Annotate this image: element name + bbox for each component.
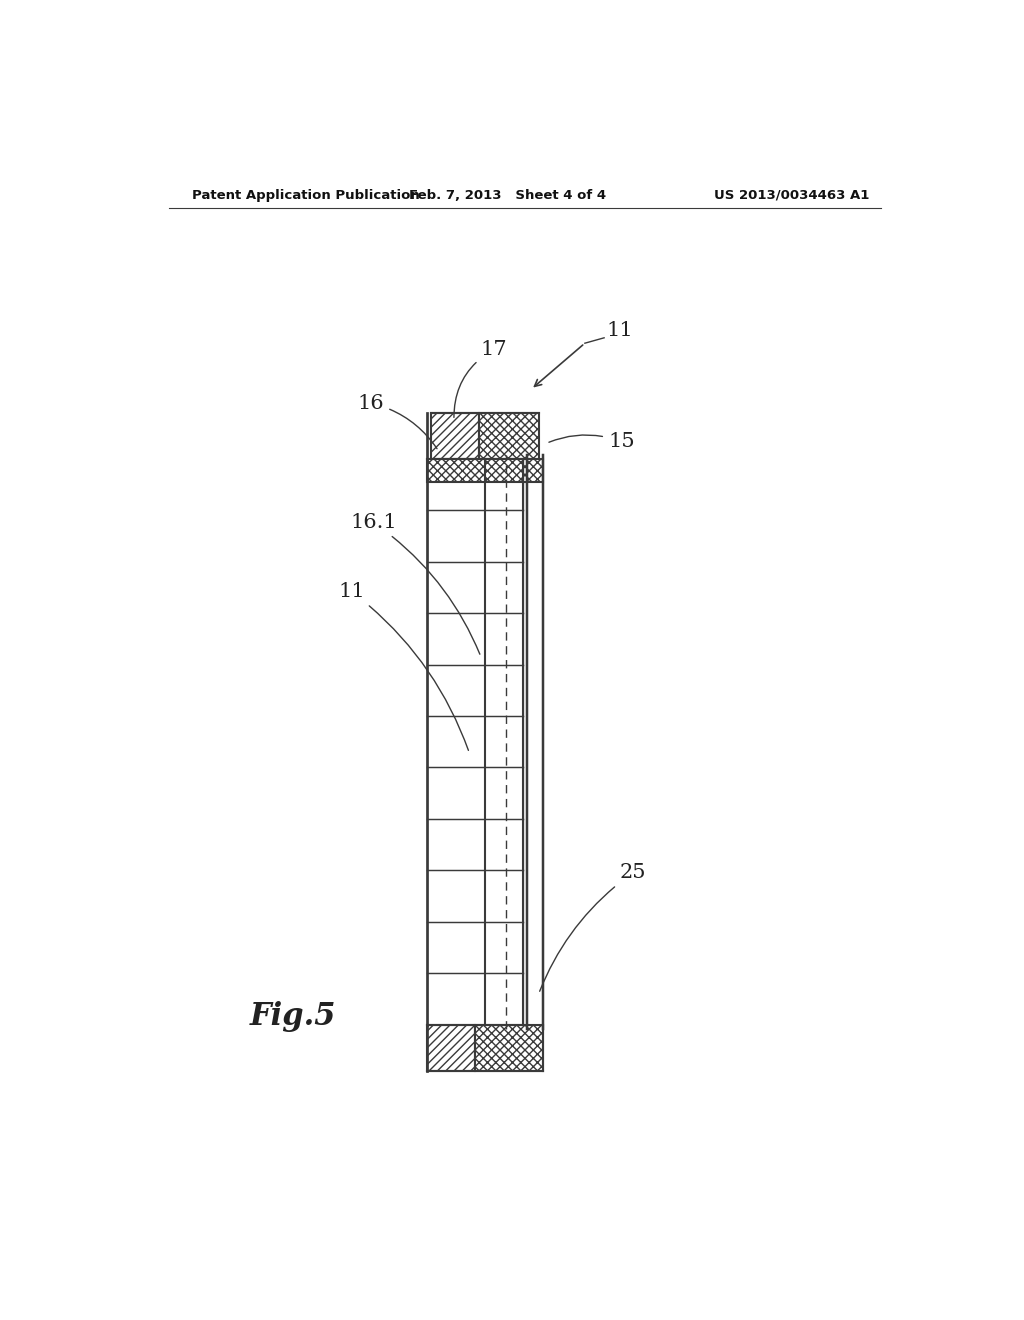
Text: US 2013/0034463 A1: US 2013/0034463 A1 (715, 189, 869, 202)
Text: 16: 16 (357, 393, 437, 449)
Text: 17: 17 (454, 339, 508, 417)
Text: 15: 15 (549, 432, 635, 451)
Bar (427, 459, 543, 482)
Bar (475, 1024, 543, 1071)
Text: 11: 11 (606, 321, 633, 339)
Bar (427, 1024, 475, 1071)
Text: Feb. 7, 2013   Sheet 4 of 4: Feb. 7, 2013 Sheet 4 of 4 (410, 189, 606, 202)
Bar (431, 412, 479, 459)
Text: Fig.5: Fig.5 (250, 1001, 337, 1032)
Bar (479, 412, 539, 459)
Text: 25: 25 (540, 863, 646, 991)
Text: 11: 11 (339, 582, 468, 750)
Text: 16.1: 16.1 (350, 513, 480, 655)
Text: Patent Application Publication: Patent Application Publication (193, 189, 420, 202)
